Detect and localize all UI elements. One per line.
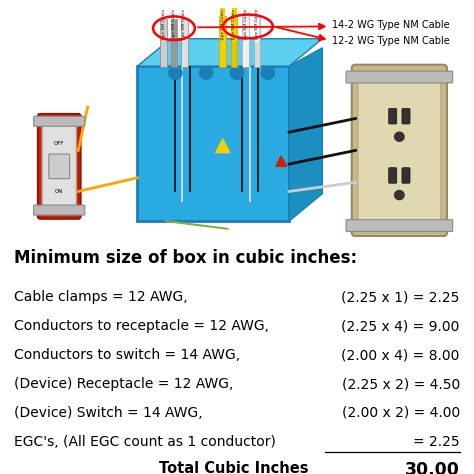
Circle shape bbox=[395, 132, 404, 141]
Text: 12-2 WG Type NM Cable: 12-2 WG Type NM Cable bbox=[332, 36, 449, 46]
Text: Type NM Cable: Type NM Cable bbox=[221, 9, 225, 41]
Text: (2.25 x 4) = 9.00: (2.25 x 4) = 9.00 bbox=[341, 319, 460, 333]
Text: (2.00 x 4) = 8.00: (2.00 x 4) = 8.00 bbox=[341, 348, 460, 362]
FancyBboxPatch shape bbox=[402, 168, 410, 183]
Text: Type NM Cable: Type NM Cable bbox=[182, 9, 186, 41]
FancyBboxPatch shape bbox=[34, 116, 85, 126]
FancyBboxPatch shape bbox=[49, 154, 70, 179]
FancyBboxPatch shape bbox=[42, 124, 76, 209]
Text: (2.25 x 1) = 2.25: (2.25 x 1) = 2.25 bbox=[341, 290, 460, 304]
FancyBboxPatch shape bbox=[137, 66, 289, 221]
Text: EGC's, (All EGC count as 1 conductor): EGC's, (All EGC count as 1 conductor) bbox=[14, 435, 276, 449]
Text: Conductors to switch = 14 AWG,: Conductors to switch = 14 AWG, bbox=[14, 348, 240, 362]
Text: Minimum size of box in cubic inches:: Minimum size of box in cubic inches: bbox=[14, 249, 357, 267]
Text: Type NM Cable: Type NM Cable bbox=[162, 9, 165, 41]
Text: 30.00: 30.00 bbox=[405, 462, 460, 474]
Text: Type NM Cable: Type NM Cable bbox=[244, 9, 247, 41]
Text: Cable clamps = 12 AWG,: Cable clamps = 12 AWG, bbox=[14, 290, 188, 304]
Text: OFF: OFF bbox=[54, 141, 64, 146]
Circle shape bbox=[230, 66, 244, 79]
Text: Type NM Cable: Type NM Cable bbox=[232, 9, 236, 41]
Text: Conductors to receptacle = 12 AWG,: Conductors to receptacle = 12 AWG, bbox=[14, 319, 269, 333]
FancyBboxPatch shape bbox=[352, 65, 447, 236]
Polygon shape bbox=[137, 39, 322, 66]
Text: Type NM Cable: Type NM Cable bbox=[255, 9, 259, 41]
Text: (Device) Receptacle = 12 AWG,: (Device) Receptacle = 12 AWG, bbox=[14, 377, 234, 391]
Text: ON: ON bbox=[55, 189, 64, 194]
Circle shape bbox=[261, 66, 274, 79]
Text: Type NM Cable: Type NM Cable bbox=[172, 9, 176, 41]
Text: 14-2 WG Type NM Cable: 14-2 WG Type NM Cable bbox=[332, 20, 449, 30]
FancyBboxPatch shape bbox=[402, 109, 410, 124]
Circle shape bbox=[395, 191, 404, 200]
Circle shape bbox=[169, 66, 182, 79]
FancyBboxPatch shape bbox=[254, 17, 260, 66]
FancyBboxPatch shape bbox=[38, 114, 81, 219]
FancyBboxPatch shape bbox=[219, 17, 226, 66]
Polygon shape bbox=[276, 156, 287, 166]
Text: (2.25 x 2) = 4.50: (2.25 x 2) = 4.50 bbox=[342, 377, 460, 391]
FancyBboxPatch shape bbox=[346, 71, 453, 83]
FancyBboxPatch shape bbox=[389, 168, 397, 183]
FancyBboxPatch shape bbox=[358, 74, 441, 227]
FancyBboxPatch shape bbox=[389, 109, 397, 124]
Circle shape bbox=[200, 66, 213, 79]
Text: (Device) Switch = 14 AWG,: (Device) Switch = 14 AWG, bbox=[14, 406, 203, 420]
Polygon shape bbox=[289, 48, 322, 221]
Text: Total Cubic Inches: Total Cubic Inches bbox=[159, 462, 308, 474]
FancyBboxPatch shape bbox=[346, 219, 453, 231]
Text: (2.00 x 2) = 4.00: (2.00 x 2) = 4.00 bbox=[342, 406, 460, 420]
FancyBboxPatch shape bbox=[231, 17, 237, 66]
FancyBboxPatch shape bbox=[181, 18, 188, 66]
FancyBboxPatch shape bbox=[160, 18, 167, 66]
FancyBboxPatch shape bbox=[34, 205, 85, 215]
Polygon shape bbox=[216, 139, 230, 153]
Text: = 2.25: = 2.25 bbox=[413, 435, 460, 449]
FancyBboxPatch shape bbox=[242, 17, 249, 66]
FancyBboxPatch shape bbox=[171, 18, 177, 66]
